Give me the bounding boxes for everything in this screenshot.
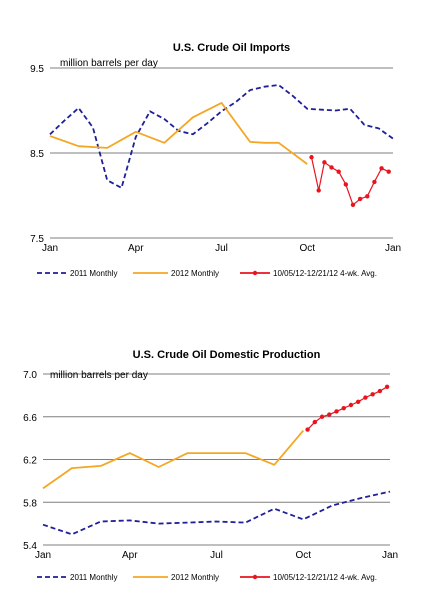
y-tick-label: 6.6 <box>23 413 37 424</box>
x-tick-label: Oct <box>295 550 311 561</box>
data-point <box>350 202 356 208</box>
series-line-3 <box>310 157 389 206</box>
data-point <box>377 388 383 394</box>
data-point <box>316 188 321 193</box>
data-point <box>386 169 391 174</box>
data-point <box>363 395 368 400</box>
legend-marker <box>252 270 258 276</box>
x-tick-label: Apr <box>128 243 144 254</box>
y-tick-label: 7.0 <box>23 370 37 381</box>
x-tick-label: Jan <box>385 243 401 254</box>
y-tick-label: 7.5 <box>30 234 44 245</box>
data-point <box>348 402 354 408</box>
unit-label: million barrels per day <box>60 58 158 69</box>
data-point <box>329 165 334 170</box>
data-point <box>370 392 375 397</box>
chart-title: U.S. Crude Oil Imports <box>173 42 290 54</box>
legend-label: 2011 Monthly <box>70 573 117 582</box>
data-point <box>372 179 377 185</box>
series-line-2 <box>49 102 308 165</box>
data-point <box>384 384 390 390</box>
series-line-1 <box>42 490 391 536</box>
legend-label: 2012 Monthly <box>171 269 219 278</box>
series-line-3 <box>307 386 388 431</box>
x-tick-label: Jan <box>382 550 398 561</box>
y-tick-label: 5.4 <box>23 541 37 552</box>
data-point <box>357 196 363 202</box>
data-point <box>322 160 327 165</box>
data-point <box>341 406 346 411</box>
data-point <box>319 414 325 419</box>
chart-1: U.S. Crude Oil Imports 9.5 8.5 7.5 million b… <box>30 42 401 278</box>
series-line-1 <box>49 84 394 189</box>
x-tick-label: Jan <box>35 550 51 561</box>
y-tick-label: 9.5 <box>30 64 44 75</box>
x-tick-label: Oct <box>299 243 315 254</box>
data-point <box>343 182 349 187</box>
y-tick-label: 5.8 <box>23 498 37 509</box>
data-point <box>365 194 370 199</box>
legend-label: 2011 Monthly <box>70 269 117 278</box>
unit-label: million barrels per day <box>50 370 148 381</box>
data-point <box>379 166 384 171</box>
series-line-2 <box>42 430 304 490</box>
chart-title: U.S. Crude Oil Domestic Production <box>133 349 321 361</box>
data-point <box>305 427 310 432</box>
y-tick-label: 8.5 <box>30 149 44 160</box>
x-tick-label: Jul <box>210 550 223 561</box>
legend-label: 10/05/12-12/21/12 4-wk. Avg. <box>273 269 377 278</box>
legend-label: 10/05/12-12/21/12 4-wk. Avg. <box>273 573 377 582</box>
chart-2: U.S. Crude Oil Domestic Production 7.0 6.6… <box>23 349 398 582</box>
data-point <box>336 169 341 174</box>
data-point <box>355 399 361 404</box>
data-point <box>334 409 339 414</box>
y-tick-label: 6.2 <box>23 456 37 467</box>
x-tick-label: Jan <box>42 243 58 254</box>
legend-marker <box>252 574 258 580</box>
legend-label: 2012 Monthly <box>171 573 219 582</box>
x-tick-label: Apr <box>122 550 138 561</box>
data-point <box>327 412 332 417</box>
data-point <box>312 419 318 425</box>
x-tick-label: Jul <box>215 243 228 254</box>
data-point <box>309 155 314 160</box>
